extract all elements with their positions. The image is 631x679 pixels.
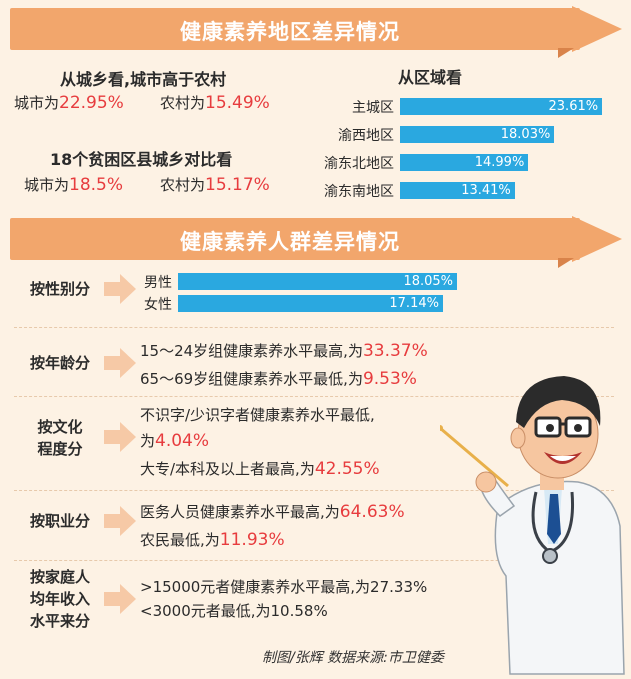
age-line1-text: 15～24岁组健康素养水平最高,为 xyxy=(140,342,363,360)
education-line3: 大专/本科及以上者最高,为42.55% xyxy=(140,458,380,479)
credit-line: 制图/张辉 数据来源:市卫健委 xyxy=(262,650,444,666)
bar: 18.05% xyxy=(178,273,458,290)
category-education: 按文化 程度分 xyxy=(14,416,106,460)
poor-counties-city: 城市为18.5% xyxy=(24,174,123,195)
category-income-line2: 均年收入 xyxy=(29,590,90,608)
pointer-stick xyxy=(440,426,509,488)
category-income: 按家庭人 均年收入 水平来分 xyxy=(14,566,106,632)
income-line2: <3000元者最低,为10.58% xyxy=(140,602,328,620)
divider xyxy=(14,327,614,328)
poor-city-value: 18.5% xyxy=(69,175,124,195)
category-age: 按年龄分 xyxy=(29,354,90,372)
urban-rural-rural: 农村为15.49% xyxy=(160,92,270,113)
region-heading: 从区域看 xyxy=(398,68,463,87)
category-education-line1: 按文化 xyxy=(37,418,83,436)
education-line2-value: 4.04% xyxy=(155,431,210,451)
urban-rural-heading: 从城乡看,城市高于农村 xyxy=(60,70,227,89)
bar-category-label: 男性 xyxy=(144,275,172,291)
bar-category-label: 渝东南地区 xyxy=(324,184,394,200)
urban-rural-label: 农村为 xyxy=(160,94,206,112)
poor-city-label: 城市为 xyxy=(24,176,70,194)
poor-counties-heading: 18个贫困区县城乡对比看 xyxy=(50,150,233,169)
bar: 14.99% xyxy=(400,154,529,171)
poor-rural-label: 农村为 xyxy=(160,176,206,194)
arrow-gender xyxy=(104,274,136,304)
category-income-line1: 按家庭人 xyxy=(29,568,90,586)
poor-counties-rural: 农村为15.17% xyxy=(160,174,270,195)
category-occupation: 按职业分 xyxy=(29,512,90,530)
bar-category-label: 渝东北地区 xyxy=(324,156,394,172)
tie xyxy=(547,494,561,544)
bar-value-label: 18.05% xyxy=(403,274,454,289)
arrow-occupation xyxy=(104,506,136,536)
bar: 17.14% xyxy=(178,295,443,312)
occupation-line2-text: 农民最低,为 xyxy=(140,531,220,549)
urban-rural-city: 城市为22.95% xyxy=(14,92,124,113)
doctor-illustration xyxy=(440,376,625,675)
arrow-age xyxy=(104,348,136,378)
bar: 18.03% xyxy=(400,126,555,143)
occupation-line1: 医务人员健康素养水平最高,为64.63% xyxy=(140,501,405,522)
age-line2-value: 9.53% xyxy=(362,369,417,389)
bar-value-label: 14.99% xyxy=(474,155,525,170)
bar-category-label: 渝西地区 xyxy=(338,128,394,144)
arrow-education xyxy=(104,422,136,452)
occupation-line1-value: 64.63% xyxy=(339,502,405,522)
bar: 23.61% xyxy=(400,98,603,115)
poor-rural-value: 15.17% xyxy=(205,175,270,195)
occupation-line2-value: 11.93% xyxy=(219,530,285,550)
divider xyxy=(14,560,614,561)
occupation-line2: 农民最低,为11.93% xyxy=(140,529,285,550)
category-gender: 按性别分 xyxy=(29,280,90,298)
occupation-line1-text: 医务人员健康素养水平最高,为 xyxy=(140,503,340,521)
section1-title: 健康素养地区差异情况 xyxy=(180,20,400,44)
income-line1: >15000元者健康素养水平最高,为27.33% xyxy=(140,578,428,596)
age-line2-text: 65～69岁组健康素养水平最低,为 xyxy=(140,370,363,388)
education-line3-value: 42.55% xyxy=(314,459,380,479)
bar-value-label: 13.41% xyxy=(461,183,511,198)
bar: 13.41% xyxy=(400,182,515,199)
age-line2: 65～69岁组健康素养水平最低,为9.53% xyxy=(140,368,417,389)
coat xyxy=(494,480,625,675)
urban-city-label: 城市为 xyxy=(14,94,60,112)
divider xyxy=(14,396,614,397)
bar-value-label: 18.03% xyxy=(500,127,551,142)
urban-city-value: 22.95% xyxy=(59,93,124,113)
bar-value-label: 23.61% xyxy=(548,99,599,114)
category-education-line2: 程度分 xyxy=(37,440,83,458)
urban-rural-value: 15.49% xyxy=(205,93,270,113)
education-line2-text: 为 xyxy=(140,432,156,450)
divider xyxy=(14,490,614,491)
age-line1-value: 33.37% xyxy=(362,341,428,361)
bar-value-label: 17.14% xyxy=(389,296,439,311)
bar-category-label: 女性 xyxy=(144,297,172,313)
education-line1: 不识字/少识字者健康素养水平最低, xyxy=(140,406,375,424)
arrow-income xyxy=(104,584,136,614)
bar-category-label: 主城区 xyxy=(352,100,394,116)
education-line3-text: 大专/本科及以上者最高,为 xyxy=(140,460,315,478)
section2-title: 健康素养人群差异情况 xyxy=(180,230,400,254)
category-income-line3: 水平来分 xyxy=(29,612,90,630)
education-line2: 为4.04% xyxy=(140,430,209,451)
hair xyxy=(516,376,601,428)
age-line1: 15～24岁组健康素养水平最高,为33.37% xyxy=(140,340,428,361)
